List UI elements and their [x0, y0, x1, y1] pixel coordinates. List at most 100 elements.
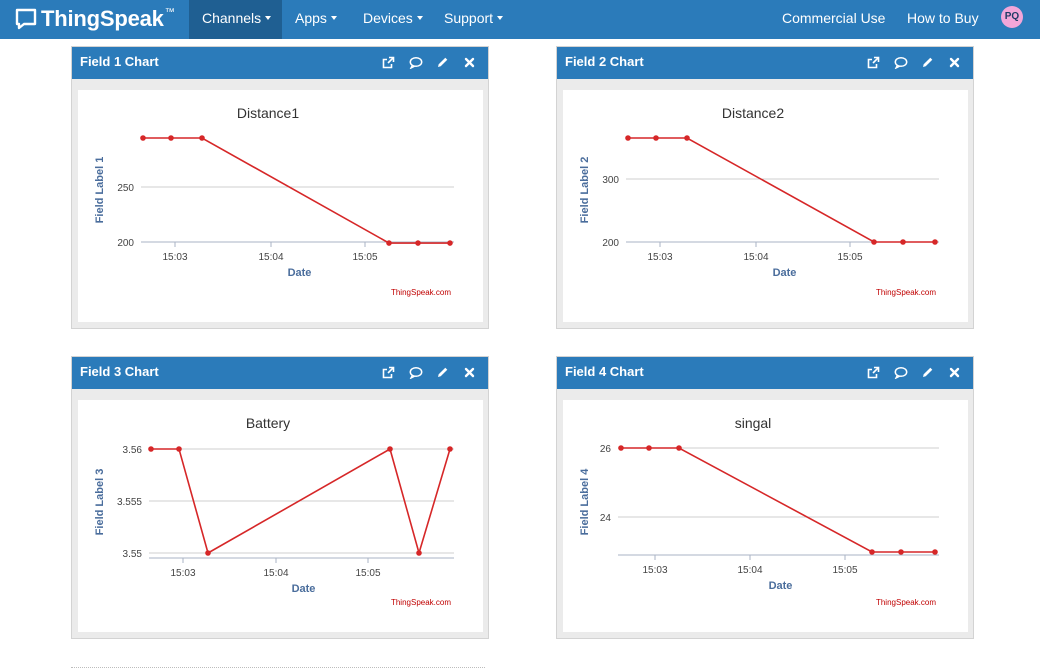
nav-channels-label: Channels	[202, 10, 262, 26]
y-tick-label: 200	[117, 238, 134, 249]
pencil-icon[interactable]	[919, 54, 936, 71]
x-tick-label: 15:03	[642, 565, 667, 576]
pencil-icon[interactable]	[434, 54, 451, 71]
app-name: ThingSpeak	[41, 6, 164, 31]
nav-how-to-buy[interactable]: How to Buy	[907, 0, 979, 39]
panel-title: Field 3 Chart	[80, 364, 159, 379]
x-tick-label: 15:03	[162, 252, 187, 263]
data-point[interactable]	[176, 446, 182, 452]
nav-commercial-use[interactable]: Commercial Use	[782, 0, 885, 39]
data-point[interactable]	[416, 550, 422, 556]
x-tick-label: 15:05	[832, 565, 857, 576]
panel-title: Field 2 Chart	[565, 54, 644, 69]
line-chart: Distance2 Field Label 2 300 200 15:03 15:04 15…	[579, 105, 939, 297]
data-point[interactable]	[646, 445, 652, 451]
y-tick-label: 3.56	[123, 445, 143, 456]
chart-card: Distance1 Field Label 1 250 200 15:03 15:04 15…	[78, 90, 483, 322]
nav-devices[interactable]: Devices	[363, 0, 423, 39]
panel-tools	[380, 357, 478, 387]
x-tick-label: 15:04	[737, 565, 762, 576]
comment-icon[interactable]	[407, 364, 424, 381]
y-axis-label: Field Label 3	[94, 469, 106, 536]
close-icon[interactable]	[461, 54, 478, 71]
close-icon[interactable]	[946, 364, 963, 381]
x-tick-label: 15:03	[647, 252, 672, 263]
thingspeak-logo[interactable]: ThingSpeak ™	[14, 4, 175, 34]
field-4-chart-panel: Field 4 Chart singal Field Label 4 26 24 15:0…	[556, 356, 974, 639]
y-tick-label: 26	[600, 444, 612, 455]
chevron-down-icon	[265, 16, 272, 21]
comment-icon[interactable]	[892, 364, 909, 381]
field-2-chart-panel: Field 2 Chart Distance2 Field Label 2 300 20…	[556, 46, 974, 329]
pencil-icon[interactable]	[919, 364, 936, 381]
x-tick-label: 15:05	[355, 568, 380, 579]
x-axis-label: Date	[773, 267, 797, 279]
line-chart: singal Field Label 4 26 24 15:03 15:04 15:05 Da…	[579, 415, 939, 607]
x-tick-label: 15:03	[170, 568, 195, 579]
external-link-icon[interactable]	[380, 54, 397, 71]
x-tick-label: 15:05	[352, 252, 377, 263]
nav-apps[interactable]: Apps	[295, 0, 337, 39]
panel-header: Field 3 Chart	[72, 357, 488, 389]
thingspeak-credit-link[interactable]: ThingSpeak.com	[876, 598, 936, 607]
nav-commercial-use-label: Commercial Use	[782, 10, 886, 26]
series-line	[151, 447, 451, 556]
data-point[interactable]	[871, 239, 877, 245]
close-icon[interactable]	[461, 364, 478, 381]
top-navbar: ThingSpeak ™ Channels Apps Devices Suppo…	[0, 0, 1040, 39]
data-point[interactable]	[205, 550, 211, 556]
data-point[interactable]	[386, 240, 392, 246]
data-point[interactable]	[625, 135, 631, 141]
panel-header: Field 2 Chart	[557, 47, 973, 79]
x-tick-label: 15:04	[258, 252, 283, 263]
panel-tools	[865, 47, 963, 77]
data-point[interactable]	[900, 239, 906, 245]
x-axis-label: Date	[292, 583, 316, 595]
chart-title: singal	[735, 415, 772, 431]
thingspeak-credit-link[interactable]: ThingSpeak.com	[391, 598, 451, 607]
data-point[interactable]	[447, 446, 453, 452]
external-link-icon[interactable]	[380, 364, 397, 381]
chevron-down-icon	[416, 16, 423, 21]
data-point[interactable]	[898, 549, 904, 555]
data-point[interactable]	[869, 549, 875, 555]
chart-card: Battery Field Label 3 3.56 3.555 3.55 15:03 15…	[78, 400, 483, 632]
y-tick-label: 3.555	[117, 497, 142, 508]
panel-header: Field 4 Chart	[557, 357, 973, 389]
data-point[interactable]	[148, 446, 154, 452]
nav-devices-label: Devices	[363, 10, 413, 26]
data-point[interactable]	[447, 240, 453, 246]
x-tick-label: 15:04	[743, 252, 768, 263]
comment-icon[interactable]	[407, 54, 424, 71]
field-3-chart-panel: Field 3 Chart Battery Field Label 3 3.56 3.5…	[71, 356, 489, 639]
data-point[interactable]	[676, 445, 682, 451]
thingspeak-credit-link[interactable]: ThingSpeak.com	[876, 288, 936, 297]
data-point[interactable]	[932, 549, 938, 555]
external-link-icon[interactable]	[865, 54, 882, 71]
nav-channels[interactable]: Channels	[189, 0, 282, 39]
x-tick-label: 15:04	[263, 568, 288, 579]
data-point[interactable]	[415, 240, 421, 246]
line-chart: Battery Field Label 3 3.56 3.555 3.55 15:03 15…	[94, 415, 454, 607]
panel-header: Field 1 Chart	[72, 47, 488, 79]
comment-icon[interactable]	[892, 54, 909, 71]
nav-support[interactable]: Support	[444, 0, 504, 39]
divider	[71, 667, 485, 668]
data-point[interactable]	[199, 135, 205, 141]
series-line	[628, 137, 935, 243]
y-tick-label: 3.55	[123, 549, 143, 560]
data-point[interactable]	[168, 135, 174, 141]
data-point[interactable]	[387, 446, 393, 452]
x-axis-label: Date	[288, 267, 312, 279]
data-point[interactable]	[684, 135, 690, 141]
close-icon[interactable]	[946, 54, 963, 71]
external-link-icon[interactable]	[865, 364, 882, 381]
data-point[interactable]	[140, 135, 146, 141]
user-avatar[interactable]: PQ	[1001, 6, 1023, 28]
data-point[interactable]	[932, 239, 938, 245]
thingspeak-credit-link[interactable]: ThingSpeak.com	[391, 288, 451, 297]
data-point[interactable]	[618, 445, 624, 451]
data-point[interactable]	[653, 135, 659, 141]
chart-card: singal Field Label 4 26 24 15:03 15:04 15:05 Da…	[563, 400, 968, 632]
pencil-icon[interactable]	[434, 364, 451, 381]
